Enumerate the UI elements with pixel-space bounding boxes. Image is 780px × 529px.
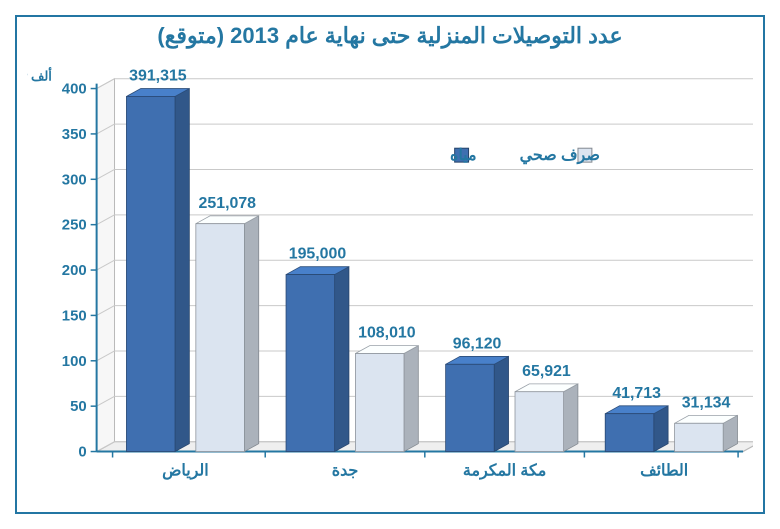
svg-text:50: 50	[70, 399, 87, 415]
svg-text:ألف توصيلة: ألف توصيلة	[27, 68, 52, 85]
chart-container: عدد التوصيلات المنزلية حتى نهاية عام 201…	[0, 0, 780, 529]
svg-text:350: 350	[62, 127, 87, 143]
svg-text:300: 300	[62, 172, 87, 188]
svg-text:250: 250	[62, 218, 87, 234]
chart-frame: عدد التوصيلات المنزلية حتى نهاية عام 201…	[15, 15, 765, 514]
svg-text:0: 0	[78, 445, 86, 461]
svg-text:391,315: 391,315	[129, 68, 187, 85]
svg-text:صرف صحي: صرف صحي	[520, 147, 600, 165]
svg-text:41,713: 41,713	[612, 385, 661, 402]
svg-text:جدة: جدة	[332, 462, 359, 479]
svg-text:مكة المكرمة: مكة المكرمة	[463, 462, 546, 480]
svg-text:150: 150	[62, 308, 87, 324]
svg-text:الرياض: الرياض	[162, 462, 209, 480]
svg-text:251,078: 251,078	[199, 195, 257, 212]
svg-text:200: 200	[62, 263, 87, 279]
chart-title: عدد التوصيلات المنزلية حتى نهاية عام 201…	[157, 23, 622, 48]
svg-text:31,134: 31,134	[682, 394, 731, 411]
svg-text:195,000: 195,000	[289, 246, 347, 263]
chart-area: 0 50 100 150 200 250 300 350 400 ألف توصيلة الرياض…	[27, 53, 753, 502]
svg-text:65,921: 65,921	[522, 363, 571, 380]
svg-text:96,120: 96,120	[453, 335, 502, 352]
svg-text:400: 400	[62, 82, 87, 98]
svg-text:مياه: مياه	[450, 147, 477, 164]
svg-text:الطائف: الطائف	[640, 462, 688, 479]
chart-svg: 0 50 100 150 200 250 300 350 400 ألف توصيلة الرياض…	[27, 53, 753, 502]
svg-text:100: 100	[62, 354, 87, 370]
title-wrap: عدد التوصيلات المنزلية حتى نهاية عام 201…	[17, 17, 763, 53]
svg-text:108,010: 108,010	[358, 325, 416, 342]
